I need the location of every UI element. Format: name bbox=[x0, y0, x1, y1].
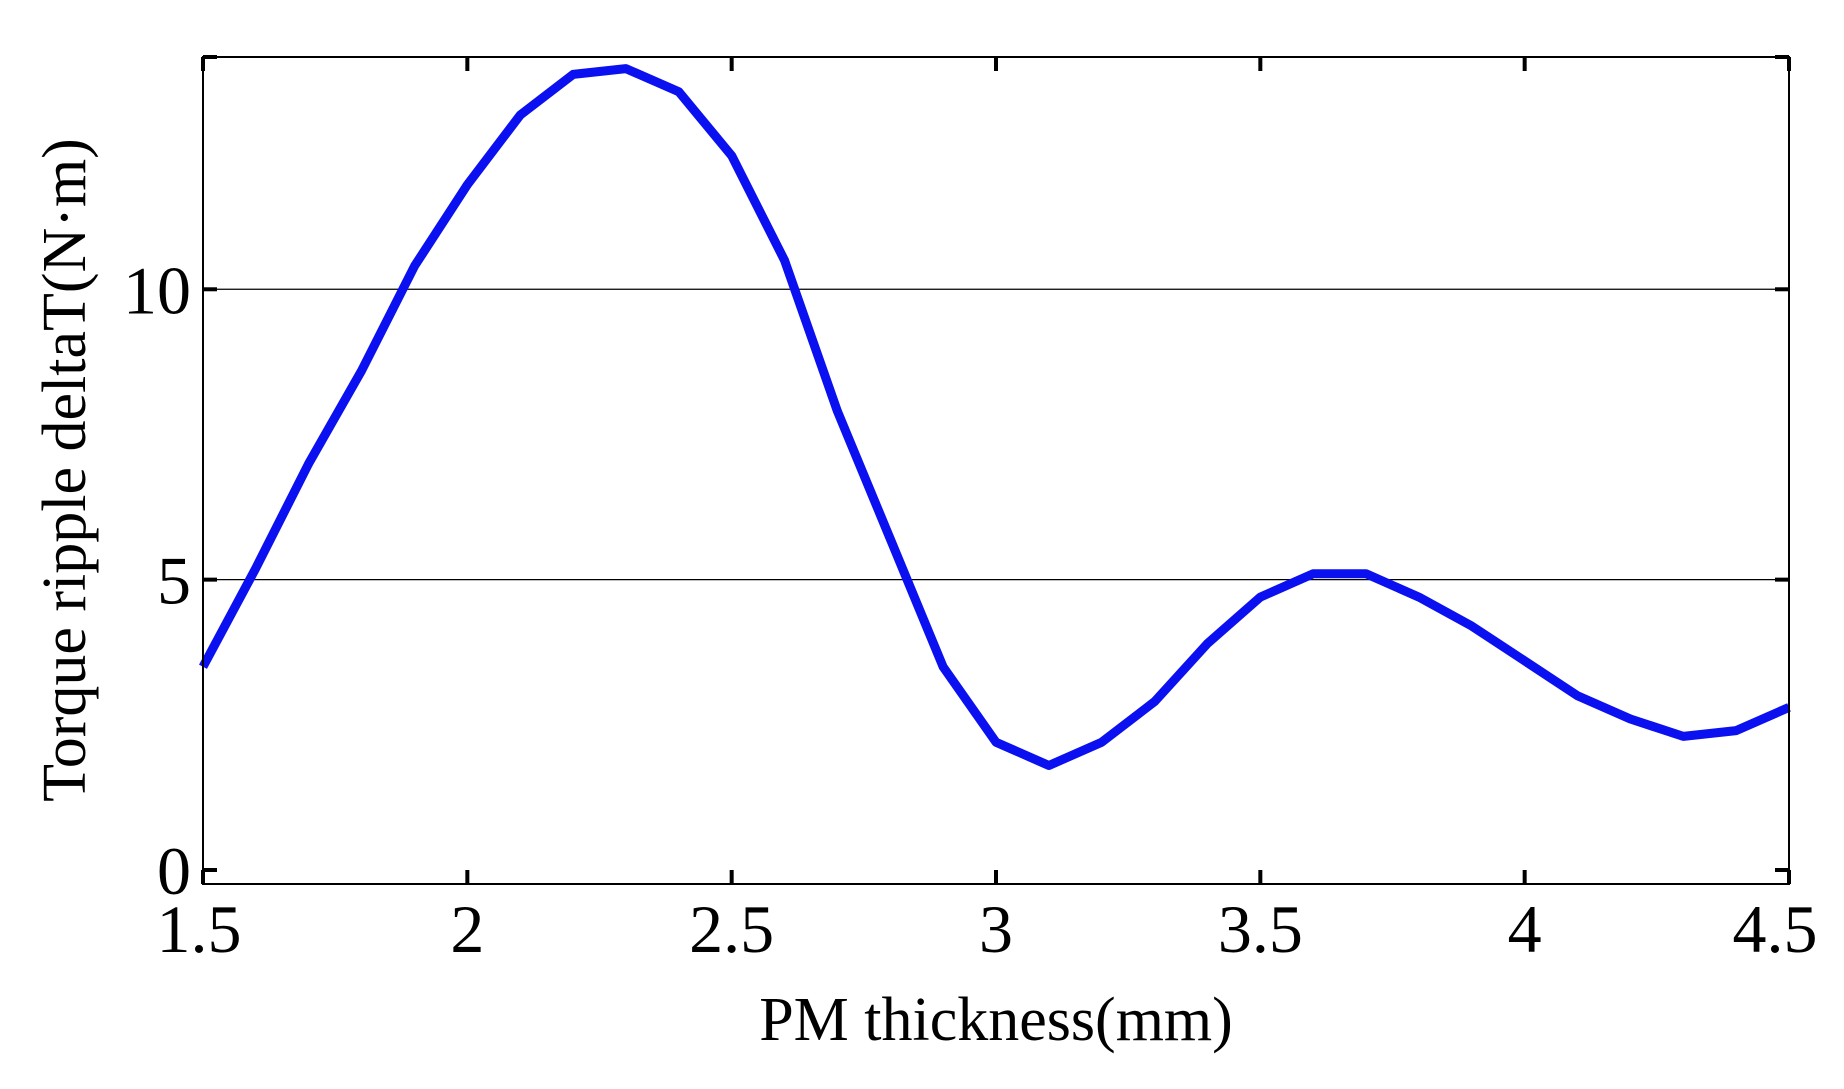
y-tick-label-2: 10 bbox=[123, 252, 191, 328]
plot-frame bbox=[202, 56, 1790, 885]
x-tick-label-2: 2.5 bbox=[689, 891, 774, 967]
x-tick-label-3: 3 bbox=[979, 891, 1013, 967]
series-line-0 bbox=[199, 64, 1791, 770]
x-tick-label-0: 1.5 bbox=[157, 891, 242, 967]
x-tick-label-1: 2 bbox=[450, 891, 484, 967]
y-tick-label-0: 0 bbox=[157, 833, 191, 909]
x-tick-label-5: 4 bbox=[1508, 891, 1542, 967]
series-layer bbox=[199, 64, 1791, 770]
x-tick-labels: 1.5 2 2.5 3 3.5 4 4.5 bbox=[157, 891, 1818, 967]
grid-lines bbox=[203, 288, 1789, 581]
y-tick-label-1: 5 bbox=[157, 543, 191, 619]
x-axis-title: PM thickness(mm) bbox=[759, 986, 1233, 1054]
x-tick-label-4: 3.5 bbox=[1218, 891, 1303, 967]
y-tick-labels: 0 5 10 bbox=[123, 252, 191, 909]
plot-background bbox=[203, 57, 1789, 884]
y-axis-title: Torque ripple deltaT(N·m) bbox=[31, 138, 99, 802]
x-tick-label-6: 4.5 bbox=[1733, 891, 1818, 967]
